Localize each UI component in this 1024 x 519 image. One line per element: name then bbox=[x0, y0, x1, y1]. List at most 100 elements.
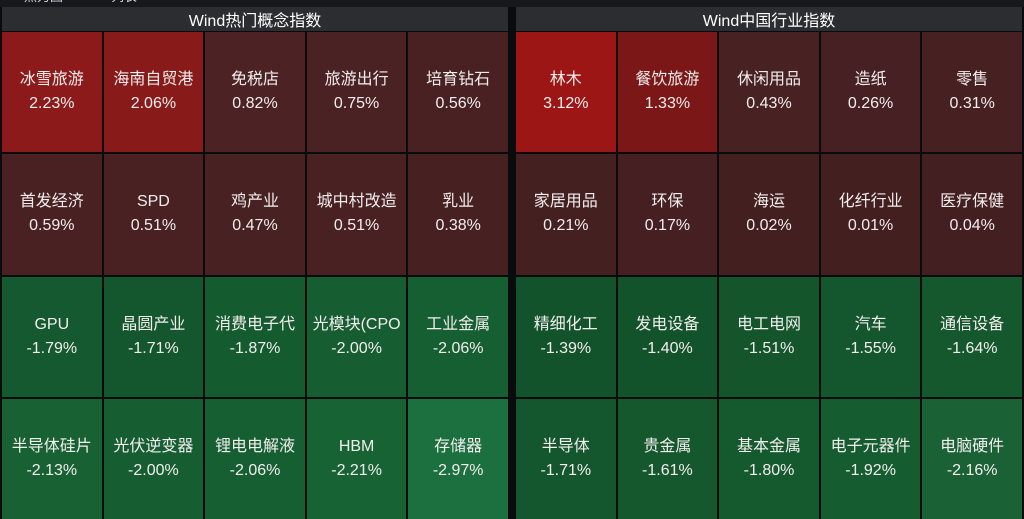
heatmap-cell[interactable]: 免税店 0.82% bbox=[205, 32, 305, 153]
panel-concept-indices: Wind热门概念指数 冰雪旅游 2.23% 海南自贸港 2.06% 免税店 0.82% 旅游… bbox=[2, 7, 508, 519]
index-name: 光伏逆变器 bbox=[113, 437, 194, 455]
index-change-value: -1.61% bbox=[642, 461, 693, 479]
index-name: 城中村改造 bbox=[316, 193, 397, 211]
index-name: GPU bbox=[34, 315, 70, 333]
index-name: 海南自贸港 bbox=[113, 71, 194, 89]
heatmap-cell[interactable]: 家居用品 0.21% bbox=[516, 154, 616, 275]
heatmap-cell[interactable]: 鸡产业 0.47% bbox=[205, 154, 305, 275]
index-change-value: -1.40% bbox=[642, 339, 693, 357]
heatmap-cell[interactable]: 工业金属 -2.06% bbox=[408, 276, 508, 397]
index-name: 晶圆产业 bbox=[121, 315, 186, 333]
index-name: 海运 bbox=[752, 193, 785, 211]
heatmap-cell[interactable]: 存储器 -2.97% bbox=[408, 398, 508, 519]
index-name: 乳业 bbox=[442, 193, 475, 211]
index-change-value: 2.06% bbox=[130, 95, 177, 113]
heatmap-cell[interactable]: SPD 0.51% bbox=[103, 154, 204, 275]
heatmap-panels: Wind热门概念指数 冰雪旅游 2.23% 海南自贸港 2.06% 免税店 0.82% 旅游… bbox=[0, 7, 1024, 519]
index-name: 半导体硅片 bbox=[11, 437, 92, 455]
heatmap-cell[interactable]: 医疗保健 0.04% bbox=[922, 154, 1022, 275]
heatmap-cell[interactable]: 林木 3.12% bbox=[516, 32, 616, 153]
index-name: 工业金属 bbox=[426, 315, 491, 333]
index-name: 旅游出行 bbox=[324, 71, 389, 89]
heatmap-cell[interactable]: 消费电子代 -1.87% bbox=[205, 276, 305, 397]
index-name: 零售 bbox=[956, 71, 989, 89]
heatmap-cell[interactable]: 化纤行业 0.01% bbox=[820, 154, 921, 275]
heatmap-cell[interactable]: 冰雪旅游 2.23% bbox=[2, 32, 102, 153]
index-name: 锂电电解液 bbox=[214, 437, 295, 455]
top-toolbar-strip: 热力图 列表 bbox=[0, 0, 1024, 7]
index-name: 环保 bbox=[651, 193, 684, 211]
index-change-value: 0.75% bbox=[333, 95, 380, 113]
index-name: 林木 bbox=[549, 71, 582, 89]
index-name: 餐饮旅游 bbox=[635, 71, 700, 89]
heatmap-cell[interactable]: 电子元器件 -1.92% bbox=[820, 398, 921, 519]
index-change-value: 0.04% bbox=[949, 217, 995, 235]
heatmap-cell[interactable]: 贵金属 -1.61% bbox=[617, 398, 718, 519]
view-mode-list-option[interactable]: 列表 bbox=[95, 0, 137, 5]
index-name: 消费电子代 bbox=[214, 315, 295, 333]
heatmap-cell[interactable]: 零售 0.31% bbox=[922, 32, 1022, 153]
heatmap-cell[interactable]: 海运 0.02% bbox=[719, 154, 819, 275]
list-option-label: 列表 bbox=[111, 0, 137, 5]
heatmap-cell[interactable]: 休闲用品 0.43% bbox=[719, 32, 819, 153]
heatmap-cell[interactable]: 汽车 -1.55% bbox=[820, 276, 921, 397]
index-change-value: 0.38% bbox=[435, 217, 481, 235]
heatmap-cell[interactable]: 光模块(CPO -2.00% bbox=[306, 276, 407, 397]
heatmap-cell[interactable]: 光伏逆变器 -2.00% bbox=[103, 398, 204, 519]
index-name: 电工电网 bbox=[736, 315, 801, 333]
index-change-value: -2.21% bbox=[331, 461, 382, 479]
heatmap-cell[interactable]: 首发经济 0.59% bbox=[2, 154, 102, 275]
heatmap-cell[interactable]: 电脑硬件 -2.16% bbox=[922, 398, 1022, 519]
index-change-value: -1.71% bbox=[128, 339, 179, 357]
index-name: 造纸 bbox=[854, 71, 887, 89]
view-mode-heatmap-option[interactable]: 热力图 bbox=[8, 0, 63, 5]
index-change-value: -2.00% bbox=[331, 339, 382, 357]
heatmap-cell[interactable]: 旅游出行 0.75% bbox=[306, 32, 407, 153]
heatmap-cell[interactable]: 精细化工 -1.39% bbox=[516, 276, 616, 397]
index-change-value: -1.79% bbox=[26, 339, 78, 357]
index-name: 冰雪旅游 bbox=[19, 71, 84, 89]
index-change-value: -1.71% bbox=[540, 461, 592, 479]
heatmap-cell[interactable]: 晶圆产业 -1.71% bbox=[103, 276, 204, 397]
view-mode-toolbar: 热力图 列表 bbox=[0, 0, 137, 6]
heatmap-cell[interactable]: 餐饮旅游 1.33% bbox=[617, 32, 718, 153]
index-change-value: 0.59% bbox=[29, 217, 75, 235]
heatmap-cell[interactable]: 发电设备 -1.40% bbox=[617, 276, 718, 397]
heatmap-cell[interactable]: 电工电网 -1.51% bbox=[719, 276, 819, 397]
index-change-value: 0.82% bbox=[232, 95, 278, 113]
heatmap-cell[interactable]: 锂电电解液 -2.06% bbox=[205, 398, 305, 519]
index-change-value: -2.16% bbox=[946, 461, 998, 479]
index-name: 培育钻石 bbox=[426, 71, 491, 89]
index-name: 医疗保健 bbox=[940, 193, 1005, 211]
index-name: 家居用品 bbox=[533, 193, 598, 211]
index-change-value: 0.26% bbox=[847, 95, 894, 113]
index-change-value: -2.06% bbox=[432, 339, 484, 357]
heatmap-cell[interactable]: 城中村改造 0.51% bbox=[306, 154, 407, 275]
index-change-value: 0.02% bbox=[746, 217, 792, 235]
index-change-value: 0.51% bbox=[130, 217, 177, 235]
index-change-value: -1.55% bbox=[845, 339, 896, 357]
index-change-value: 3.12% bbox=[543, 95, 589, 113]
panel-concept-title: Wind热门概念指数 bbox=[2, 7, 508, 31]
heatmap-cell[interactable]: 乳业 0.38% bbox=[408, 154, 508, 275]
heatmap-cell[interactable]: GPU -1.79% bbox=[2, 276, 102, 397]
heatmap-cell[interactable]: 海南自贸港 2.06% bbox=[103, 32, 204, 153]
index-change-value: -2.00% bbox=[128, 461, 179, 479]
heatmap-cell[interactable]: 半导体 -1.71% bbox=[516, 398, 616, 519]
index-change-value: 0.56% bbox=[435, 95, 481, 113]
industry-heatmap-grid: 林木 3.12% 餐饮旅游 1.33% 休闲用品 0.43% 造纸 0.26% 零售 0.31% 家… bbox=[516, 32, 1022, 519]
heatmap-cell[interactable]: 环保 0.17% bbox=[617, 154, 718, 275]
index-name: 鸡产业 bbox=[230, 193, 279, 211]
heatmap-cell[interactable]: 基本金属 -1.80% bbox=[719, 398, 819, 519]
index-name: 存储器 bbox=[434, 437, 483, 455]
index-change-value: -1.64% bbox=[946, 339, 998, 357]
heatmap-cell[interactable]: 培育钻石 0.56% bbox=[408, 32, 508, 153]
index-change-value: 2.23% bbox=[29, 95, 75, 113]
heatmap-cell[interactable]: 半导体硅片 -2.13% bbox=[2, 398, 102, 519]
index-change-value: 0.51% bbox=[333, 217, 380, 235]
heatmap-cell[interactable]: 造纸 0.26% bbox=[820, 32, 921, 153]
heatmap-cell[interactable]: 通信设备 -1.64% bbox=[922, 276, 1022, 397]
index-name: 精细化工 bbox=[533, 315, 598, 333]
index-change-value: 0.31% bbox=[949, 95, 995, 113]
heatmap-cell[interactable]: HBM -2.21% bbox=[306, 398, 407, 519]
